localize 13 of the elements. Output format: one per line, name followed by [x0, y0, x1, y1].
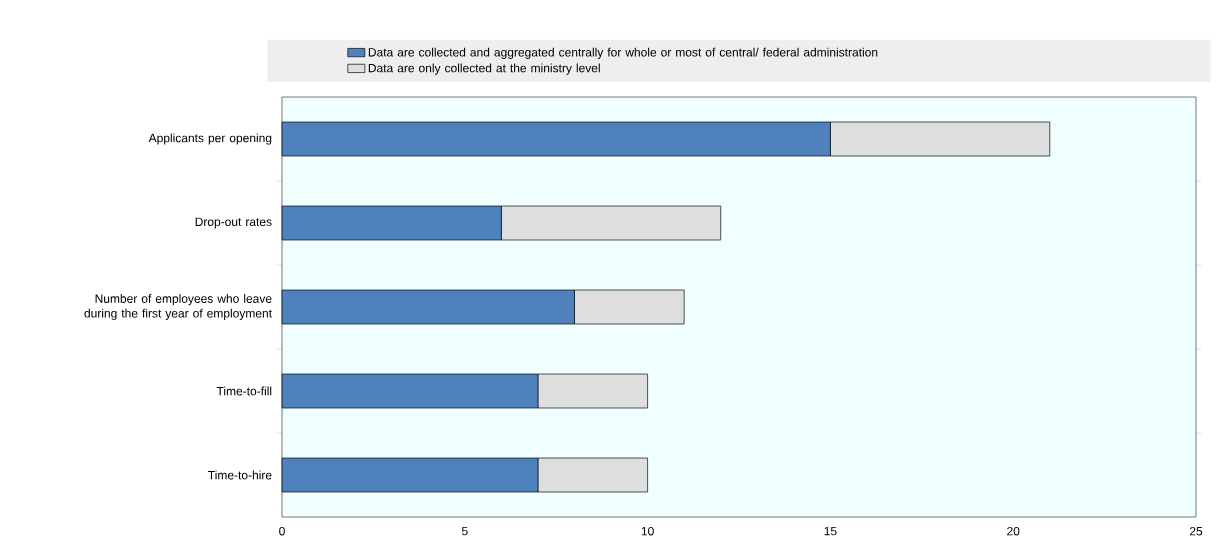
legend-label: Data are collected and aggregated centrally for whole or most of central/ federal administration: [368, 47, 878, 59]
x-tick-label: 0: [279, 526, 285, 536]
legend-label: Data are only collected at the ministry level: [368, 63, 600, 75]
x-tick-label: 10: [641, 526, 654, 536]
y-tick-label: Number of employees who leave during the first year of employment: [84, 293, 272, 320]
y-tick-label: Drop-out rates: [195, 217, 272, 229]
x-tick-label: 20: [1007, 526, 1020, 536]
x-tick-label: 15: [824, 526, 837, 536]
y-tick-label: Time-to-fill: [216, 386, 272, 396]
y-tick-label: Applicants per opening: [148, 133, 272, 145]
x-tick-label: 25: [1189, 526, 1203, 536]
x-tick-label: 5: [461, 526, 468, 536]
y-tick-label: Time-to-hire: [208, 470, 272, 480]
